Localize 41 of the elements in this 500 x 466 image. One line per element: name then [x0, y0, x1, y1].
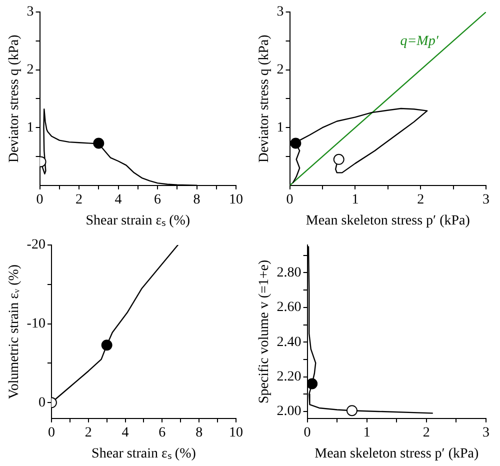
y-tick-label: 2 [276, 62, 284, 78]
x-axis-title: Mean skeleton stress p′ (kPa) [306, 213, 470, 228]
x-tick-label: 8 [196, 425, 203, 440]
x-tick-label: 10 [229, 192, 243, 208]
x-tick-label: 6 [154, 192, 162, 208]
y-tick-label: 2.60 [276, 300, 302, 316]
x-tick-label: 6 [158, 425, 166, 440]
x-tick-label: 0 [304, 425, 311, 440]
x-tick-label: 1 [352, 192, 359, 208]
x-tick-label: 2 [417, 192, 424, 208]
x-tick-label: 3 [482, 425, 490, 440]
y-tick-label: 2.20 [276, 369, 302, 384]
y-tick-label: 2 [26, 62, 34, 78]
y-tick-label: 1 [26, 120, 34, 136]
x-tick-label: 8 [193, 192, 200, 208]
x-tick-label: 2 [84, 425, 92, 440]
y-tick-label: 3 [276, 4, 284, 20]
x-axis-title: Shear strain εₛ (%) [92, 446, 196, 462]
y-axis-title: Deviator stress q (kPa) [7, 34, 22, 163]
x-tick-label: 2 [422, 425, 430, 440]
y-axis-title: Deviator stress q (kPa) [257, 34, 272, 163]
x-tick-label: 1 [363, 425, 370, 440]
y-tick-label: 3 [26, 4, 34, 20]
y-axis-title: Volumetric strain εᵥ (%) [7, 264, 22, 399]
x-tick-label: 0 [48, 425, 55, 440]
x-tick-label: 4 [122, 425, 129, 440]
y-tick-label: -10 [26, 316, 46, 332]
x-tick-label: 3 [482, 192, 490, 208]
x-axis-title: Shear strain εₛ (%) [86, 213, 190, 228]
y-tick-label: -20 [26, 238, 46, 253]
x-tick-label: 4 [114, 192, 122, 208]
annotation: q=Mp′ [400, 34, 440, 50]
y-tick-label: 2.40 [276, 334, 302, 350]
y-tick-label: 2.00 [276, 404, 302, 420]
y-axis-title: Specific volume v (=1+e) [257, 260, 272, 404]
y-tick-label: 0 [38, 395, 46, 410]
y-tick-label: 1 [276, 120, 284, 136]
x-tick-label: 10 [229, 425, 243, 440]
x-tick-label: 2 [76, 192, 83, 208]
y-tick-label: 2.80 [276, 265, 302, 280]
x-axis-title: Mean skeleton stress p′ (kPa) [314, 446, 479, 462]
